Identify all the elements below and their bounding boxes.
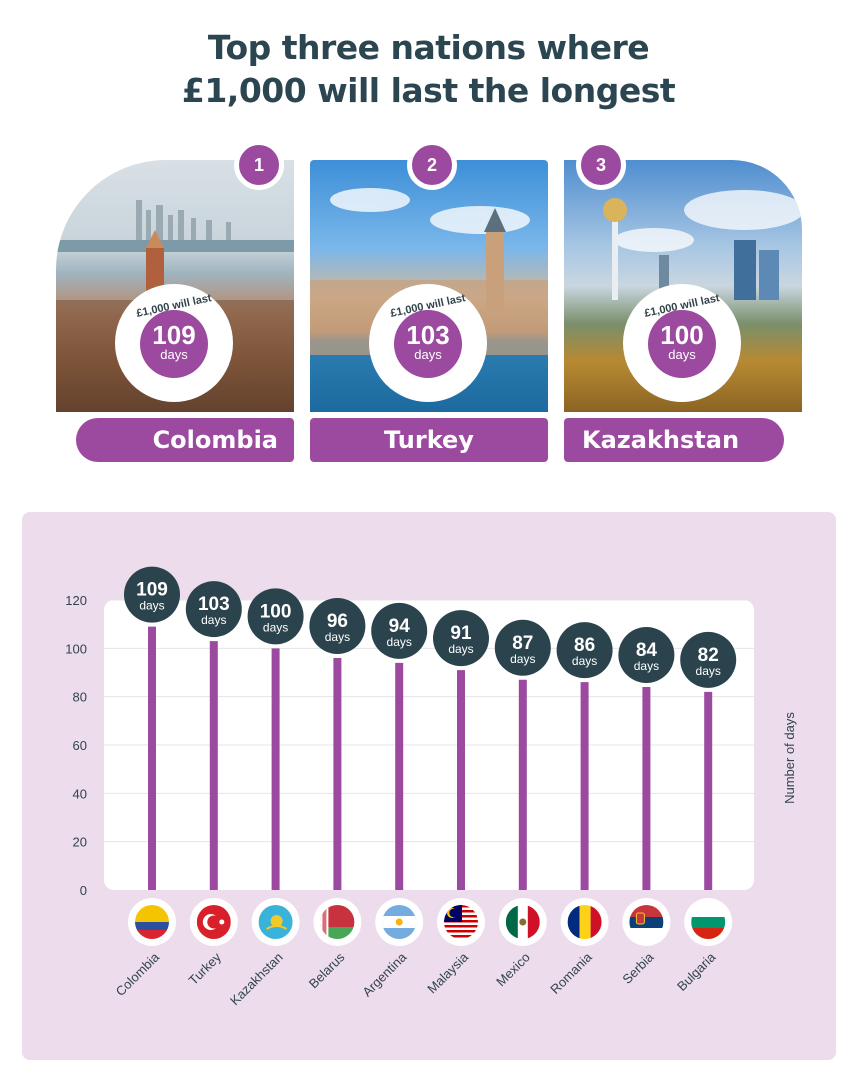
astana-skyline-illustration xyxy=(603,190,802,300)
x-tick-label: Romania xyxy=(547,949,595,997)
y-tick-label: 100 xyxy=(65,641,87,656)
colombia-flag-icon xyxy=(128,898,176,946)
value-bubble xyxy=(680,631,737,688)
value-bubble xyxy=(556,622,613,679)
data-label-unit: days xyxy=(634,659,659,673)
data-label-unit: days xyxy=(572,654,597,668)
days-value: 100 xyxy=(660,320,704,350)
y-axis-label: Number of days xyxy=(782,712,797,804)
value-bubble xyxy=(185,581,242,638)
y-tick-label: 60 xyxy=(73,738,87,753)
romania-flag-icon xyxy=(560,898,609,946)
data-label-value: 86 xyxy=(574,635,595,656)
days-unit: days xyxy=(414,347,442,362)
y-tick-label: 120 xyxy=(65,593,87,608)
days-bubble: £1,000 will last 109 days xyxy=(115,284,233,402)
x-tick-label: Bulgaria xyxy=(674,949,719,994)
data-label-value: 103 xyxy=(198,594,230,615)
value-bubble xyxy=(371,602,428,659)
kazakhstan-flag-icon xyxy=(251,898,300,946)
data-label-value: 87 xyxy=(512,633,533,654)
data-label-value: 109 xyxy=(136,580,168,601)
x-tick-label: Malaysia xyxy=(424,949,471,996)
days-unit: days xyxy=(668,347,696,362)
data-label-unit: days xyxy=(696,664,721,678)
days-unit: days xyxy=(160,347,188,362)
x-tick-label: Turkey xyxy=(186,949,225,988)
rank-badge: 2 xyxy=(407,140,457,190)
x-tick-label: Mexico xyxy=(493,950,533,990)
days-value: 103 xyxy=(406,320,450,350)
card-colombia: 1 £1,000 will last 109 days Colombia xyxy=(56,140,294,462)
data-label-value: 94 xyxy=(389,616,411,637)
data-label-unit: days xyxy=(263,620,288,634)
data-label-value: 84 xyxy=(636,640,658,661)
page-title-line-1: Top three nations where xyxy=(207,28,650,67)
data-label-unit: days xyxy=(510,652,535,666)
chart-panel: 0 20 40 60 80 100 120 109 days 103 days 100 days 96 d… xyxy=(22,512,836,1060)
card-kazakhstan: 3 £1,000 will last 100 days Kazakhstan xyxy=(564,140,802,462)
value-bubble xyxy=(247,588,304,645)
serbia-flag-icon xyxy=(622,898,671,946)
y-tick-label: 0 xyxy=(80,883,87,898)
turkey-flag-icon xyxy=(189,898,238,946)
value-bubble xyxy=(618,627,675,683)
x-tick-label: Kazakhstan xyxy=(227,950,286,1009)
days-bubble: £1,000 will last 103 days xyxy=(369,284,487,402)
value-bubble xyxy=(433,610,489,667)
data-label-value: 82 xyxy=(698,645,719,666)
data-label-value: 100 xyxy=(260,601,292,622)
country-name: Kazakhstan xyxy=(564,418,784,462)
page-title-line-2: £1,000 will last the longest xyxy=(181,71,676,110)
x-tick-label: Argentina xyxy=(359,949,410,1000)
x-tick-label: Belarus xyxy=(306,949,348,991)
bulgaria-flag-icon xyxy=(684,898,733,946)
data-label-unit: days xyxy=(448,642,473,656)
value-bubble xyxy=(494,619,551,676)
days-value: 109 xyxy=(152,320,196,350)
days-bubble: £1,000 will last 100 days xyxy=(623,284,741,402)
value-bubble xyxy=(309,598,366,654)
data-label-unit: days xyxy=(387,635,412,649)
data-label-value: 96 xyxy=(327,611,348,632)
argentina-flag-icon xyxy=(375,898,424,946)
x-tick-label: Colombia xyxy=(113,949,163,999)
x-tick-label: Serbia xyxy=(619,949,657,987)
belarus-flag-icon xyxy=(313,898,362,946)
data-label-unit: days xyxy=(325,630,350,644)
y-tick-label: 40 xyxy=(73,786,87,801)
value-bubble xyxy=(124,566,180,623)
data-label-unit: days xyxy=(201,613,226,627)
rank-badge: 1 xyxy=(234,140,284,190)
mexico-flag-icon xyxy=(498,898,547,946)
rank-badge: 3 xyxy=(576,140,626,190)
data-label-unit: days xyxy=(139,599,164,613)
y-tick-label: 20 xyxy=(73,835,87,850)
country-name: Colombia xyxy=(76,418,294,462)
data-label-value: 91 xyxy=(450,623,472,644)
malaysia-flag-icon xyxy=(437,898,485,946)
country-name: Turkey xyxy=(310,418,548,462)
card-turkey: 2 £1,000 will last 103 days Turkey xyxy=(310,140,548,462)
y-tick-label: 80 xyxy=(73,690,87,705)
